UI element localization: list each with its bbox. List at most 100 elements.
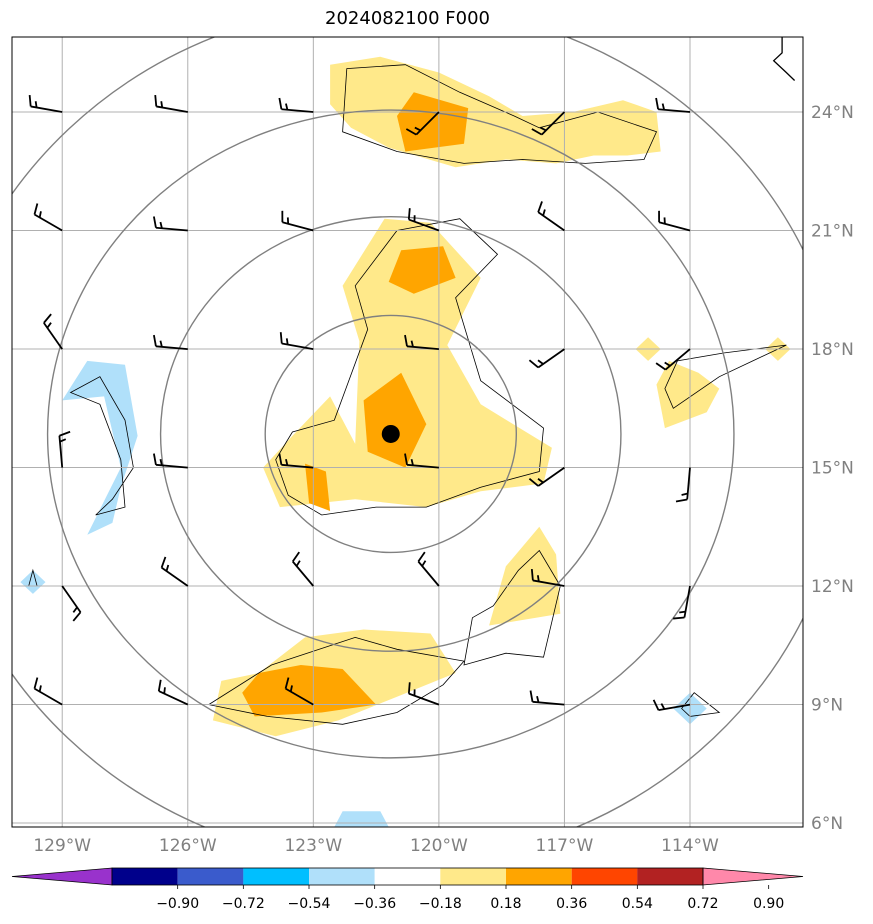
gridlines [12, 37, 803, 827]
latitude-tick-label: 24°N [811, 103, 854, 123]
wind-barb [157, 679, 189, 706]
map-title: 2024082100 F000 [325, 8, 490, 29]
colorbar-tick-label: −0.36 [353, 896, 396, 912]
colorbar-tick-label: −0.72 [222, 896, 265, 912]
latitude-tick-label: 12°N [811, 577, 854, 597]
wind-barb [58, 430, 71, 468]
colorbar-segment [440, 868, 506, 885]
wind-barb [404, 334, 439, 350]
wind-barb [530, 569, 565, 587]
wind-barb [153, 216, 188, 232]
wind-barb [528, 466, 565, 487]
wind-barb [407, 208, 440, 232]
colorbar-segment [637, 868, 703, 885]
wind-barb [33, 203, 63, 232]
colorbar-tick-label: 0.72 [687, 896, 718, 912]
wind-barb [154, 95, 188, 113]
colorbar-segment [571, 868, 638, 885]
wind-barb [33, 677, 63, 706]
colorbar-segment [177, 868, 244, 885]
wind-barbs [28, 95, 691, 712]
field-negative-low-3 [334, 811, 389, 827]
longitude-tick-label: 129°W [33, 836, 91, 856]
wind-barb [405, 111, 440, 136]
field-positive-mid-3 [305, 463, 331, 511]
wind-barb [655, 348, 691, 371]
latitude-tick-label: 18°N [811, 340, 854, 360]
wind-barb [531, 111, 566, 136]
colorbar-extend-low [11, 867, 113, 886]
wind-barb [28, 95, 63, 113]
wind-barb [417, 551, 440, 587]
colorbar-tick-label: −0.18 [419, 896, 462, 912]
field-positive-low-2 [489, 526, 561, 626]
colorbar-tick-label: −0.54 [288, 896, 331, 912]
contour-line-0 [342, 64, 658, 164]
latitude-tick-label: 21°N [811, 222, 854, 242]
wind-barb [61, 585, 82, 622]
colorbar-segment [112, 868, 178, 885]
map-frame [11, 36, 804, 828]
field-positive-mid-2 [363, 372, 427, 468]
wind-barb [153, 453, 188, 469]
wind-barb [675, 467, 691, 503]
longitude-labels: 129°W 126°W 123°W 120°W 117°W 114°W [33, 836, 719, 856]
coastline-line [772, 37, 796, 81]
latitude-tick-label: 6°N [811, 814, 843, 834]
wind-barb [658, 210, 691, 232]
colorbar-tick-label: 0.18 [490, 896, 521, 912]
colorbar-tick-label: 0.90 [753, 896, 784, 912]
colorbar-tick-label: 0.36 [556, 896, 587, 912]
wind-barb [43, 313, 63, 350]
field-positive-low-1 [263, 218, 552, 508]
wind-barb [528, 348, 565, 369]
colorbar-segment [243, 868, 309, 885]
colorbar-tick-label: 0.54 [622, 896, 653, 912]
latitude-tick-label: 15°N [811, 459, 854, 479]
colorbar-frame [111, 867, 704, 886]
wind-barb [278, 453, 314, 469]
contour-line-4 [69, 376, 134, 516]
longitude-tick-label: 120°W [410, 836, 468, 856]
colorbar-segment [374, 868, 441, 885]
coastline [772, 37, 796, 81]
range-ring [159, 216, 622, 652]
wind-barb [160, 556, 189, 587]
wind-barb [537, 201, 565, 232]
longitude-tick-label: 126°W [159, 836, 217, 856]
wind-barb [284, 677, 314, 706]
longitude-tick-label: 117°W [536, 836, 594, 856]
wind-barb [281, 210, 314, 232]
colorbar-segment [309, 868, 375, 885]
field-negative-low-0 [62, 360, 138, 535]
wind-barb [529, 690, 565, 706]
wind-barb [673, 585, 691, 620]
field-layer [20, 56, 791, 827]
wind-barb [291, 551, 314, 587]
field-positive-mid-4 [242, 665, 377, 717]
contour-line-2 [463, 549, 561, 666]
wind-barb [278, 97, 314, 113]
field-negative-low-1 [20, 570, 46, 594]
wind-barb [655, 97, 691, 113]
wind-barb [407, 682, 440, 706]
wind-barb [153, 334, 188, 350]
longitude-tick-label: 123°W [284, 836, 342, 856]
field-positive-low-4 [656, 360, 720, 429]
longitude-tick-label: 114°W [661, 836, 719, 856]
range-ring [264, 314, 518, 554]
colorbar-segment [506, 868, 572, 885]
wind-barb [279, 332, 314, 350]
colorbar-extend-high [702, 867, 804, 886]
wind-barb [404, 453, 439, 469]
latitude-tick-label: 9°N [811, 696, 843, 716]
field-positive-mid-0 [397, 92, 469, 152]
colorbar: −0.90 −0.72 −0.54 −0.36 −0.18 0.18 0.36 0.54 0.7… [11, 867, 804, 912]
wind-barb [652, 699, 691, 712]
storm-center-layer [381, 424, 400, 443]
latitude-labels: 6°N 9°N 12°N 15°N 18°N 21°N 24°N [811, 103, 854, 834]
colorbar-tick-label: −0.90 [156, 896, 199, 912]
range-rings [12, 37, 803, 827]
contour-line-1 [275, 218, 544, 516]
